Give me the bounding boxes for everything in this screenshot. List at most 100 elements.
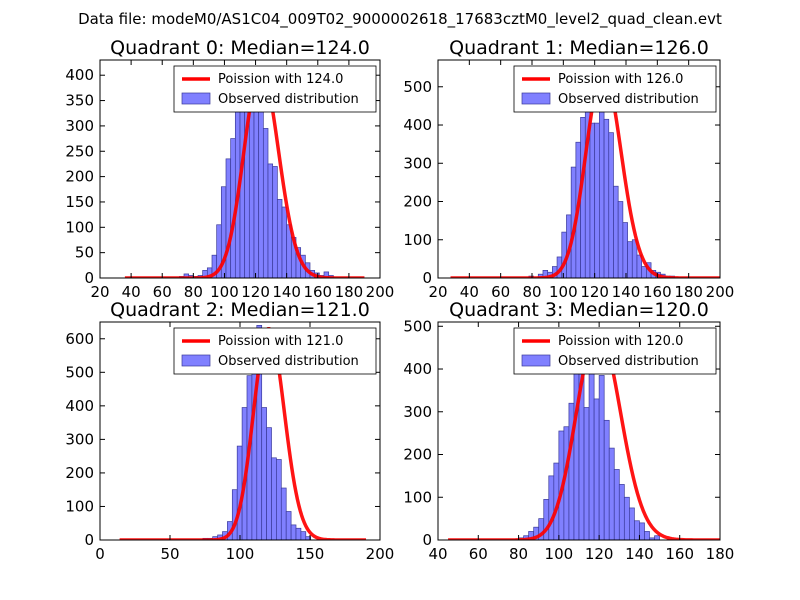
quadrant-panels: 20 40 60 80 100 120 140 160 180 20005010015020025… (65, 37, 734, 563)
histogram-bar (603, 118, 610, 278)
x-tick-label: 20 (428, 283, 447, 301)
y-tick-label: 200 (65, 168, 94, 186)
histogram-bar (271, 457, 277, 540)
x-tick-label: 160 (665, 545, 694, 563)
axes-frame (437, 59, 721, 279)
x-tick-label: 140 (612, 283, 641, 301)
x-tick-label: 60 (491, 283, 510, 301)
histogram-bar (280, 487, 287, 540)
y-tick-label: 600 (65, 330, 94, 348)
quadrant-0-panel: 20 40 60 80 100 120 140 160 180 20005010015020025… (65, 37, 394, 301)
histogram-bar (276, 199, 283, 278)
y-tick-label: 400 (403, 116, 432, 134)
x-tick-label: 80 (509, 545, 528, 563)
histogram-bar (588, 360, 595, 540)
x-tick-label: 20 (90, 283, 109, 301)
y-tick-label: 400 (65, 66, 94, 84)
x-tick-label: 60 (153, 283, 172, 301)
legend-bar-label: Observed distribution (558, 354, 699, 369)
legend-line-label: Poission with 120.0 (558, 334, 683, 349)
legend: Poission with 126.0 Observed distribution (513, 65, 717, 113)
y-tick-label: 400 (65, 397, 94, 415)
x-tick-label: 0 (95, 545, 105, 563)
histogram-bar (627, 241, 633, 278)
quadrant-1-panel: 20 40 60 80 100 120 140 160 180 20001002003004005… (403, 37, 734, 301)
histogram-bar (290, 524, 297, 540)
legend-bar-label: Observed distribution (218, 354, 359, 369)
x-tick-label: 150 (296, 545, 325, 563)
legend-bar-label: Observed distribution (218, 92, 359, 107)
y-tick-label: 100 (65, 497, 94, 515)
y-tick-label: 250 (65, 142, 94, 160)
x-tick-label: 100 (226, 545, 255, 563)
y-tick-label: 500 (403, 78, 432, 96)
histogram-bar (300, 531, 307, 540)
x-tick-label: 120 (585, 545, 614, 563)
histogram-bar (593, 398, 600, 540)
x-tick-label: 160 (303, 283, 332, 301)
quadrant-title: Quadrant 1: Median=126.0 (449, 37, 709, 59)
histogram-bar (266, 427, 272, 540)
histogram-bar (285, 511, 292, 540)
y-tick-label: 200 (403, 446, 432, 464)
x-tick-label: 100 (210, 283, 239, 301)
y-tick-label: 200 (65, 464, 94, 482)
x-tick-label: 200 (706, 283, 735, 301)
histogram-bar (548, 475, 555, 540)
x-tick-label: 40 (122, 283, 141, 301)
x-tick-label: 60 (469, 545, 488, 563)
histogram-bar (608, 132, 614, 278)
x-tick-label: 40 (460, 283, 479, 301)
legend-bar-label: Observed distribution (558, 92, 699, 107)
histogram-bar (543, 499, 550, 540)
x-tick-label: 100 (545, 545, 574, 563)
x-tick-label: 180 (335, 283, 364, 301)
legend: Poission with 120.0 Observed distribution (513, 327, 717, 375)
histogram-bar (253, 95, 260, 278)
y-tick-label: 0 (422, 269, 432, 287)
plot-area (124, 67, 365, 278)
quadrant-title: Quadrant 0: Median=124.0 (110, 37, 370, 59)
x-tick-label: 160 (643, 283, 672, 301)
x-tick-label: 120 (580, 283, 609, 301)
histogram-bar (622, 222, 628, 278)
y-tick-label: 300 (65, 430, 94, 448)
x-tick-label: 140 (272, 283, 301, 301)
histogram-bar (617, 201, 624, 278)
histogram-bar (644, 531, 650, 540)
histogram-bar (267, 163, 274, 278)
quadrant-title: Quadrant 2: Median=121.0 (110, 299, 370, 321)
y-tick-label: 500 (65, 363, 94, 381)
legend-line-label: Poission with 126.0 (558, 72, 683, 87)
legend-bar-swatch (521, 354, 551, 367)
histogram-bar (262, 128, 269, 278)
histogram-bar (641, 266, 647, 278)
y-tick-label: 0 (84, 269, 94, 287)
histogram-bar (272, 166, 278, 278)
y-tick-label: 100 (65, 218, 94, 236)
histogram-bar (613, 185, 619, 278)
quadrant-2-panel: 0 50 100 150 200 0 100 200 300 400 500 600 Quadrant … (65, 299, 394, 563)
histogram-bar (639, 522, 645, 540)
histogram-bar (629, 507, 635, 540)
x-tick-label: 40 (428, 545, 447, 563)
legend: Poission with 121.0 Observed distribution (173, 327, 377, 375)
x-tick-label: 140 (625, 545, 654, 563)
x-tick-label: 100 (549, 283, 578, 301)
histogram-bar (608, 447, 615, 540)
quadrant-3-panel: 40 60 80 100 120 140 160 180 0 100 200 300 400 500 Qua… (403, 299, 734, 563)
x-tick-label: 180 (706, 545, 735, 563)
y-tick-label: 100 (403, 231, 432, 249)
legend: Poission with 124.0 Observed distribution (173, 65, 377, 113)
y-tick-label: 300 (403, 403, 432, 421)
histogram-bar (225, 158, 232, 278)
axes-frame (99, 59, 381, 279)
y-tick-label: 0 (84, 531, 94, 549)
histogram-bar (583, 407, 590, 540)
histogram-bar (261, 407, 267, 540)
y-tick-label: 150 (65, 193, 94, 211)
x-tick-label: 80 (522, 283, 541, 301)
histogram-bar (594, 122, 600, 278)
histogram-bar (613, 469, 620, 540)
